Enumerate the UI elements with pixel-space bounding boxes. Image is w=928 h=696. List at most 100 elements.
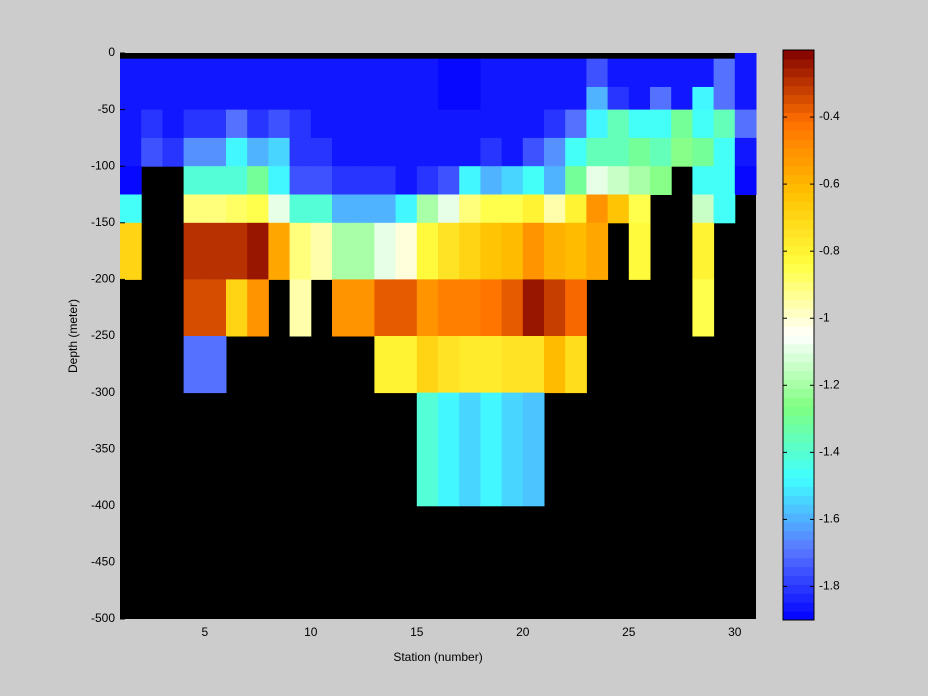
heat-cell xyxy=(162,86,185,111)
colorbar-swatch xyxy=(783,530,814,541)
heat-cell xyxy=(353,279,375,337)
heat-cell xyxy=(522,58,545,88)
heat-cell xyxy=(204,58,227,88)
heat-cell xyxy=(416,279,439,337)
heat-cell xyxy=(671,137,693,167)
heat-cell xyxy=(332,137,354,167)
heat-cell xyxy=(353,86,375,111)
colorbar-swatch xyxy=(783,557,814,568)
heat-cell xyxy=(480,58,503,88)
heat-cell xyxy=(607,58,630,88)
heat-cell xyxy=(650,166,672,195)
heat-cell xyxy=(289,222,312,280)
heat-cell xyxy=(734,166,757,195)
heat-cell xyxy=(480,279,503,337)
heat-cell xyxy=(459,279,481,337)
colorbar-swatch xyxy=(783,352,814,363)
heat-cell xyxy=(692,137,715,167)
colorbar-swatch xyxy=(783,281,814,291)
colorbar-swatch xyxy=(783,441,814,452)
heat-cell xyxy=(713,109,736,139)
heat-cell xyxy=(544,194,566,224)
heat-cell xyxy=(395,58,418,88)
heat-cell xyxy=(374,137,397,167)
heat-cell xyxy=(183,109,206,139)
heat-cell xyxy=(586,166,609,195)
heat-cell xyxy=(501,222,524,280)
heat-cell xyxy=(459,336,481,394)
colorbar-swatch xyxy=(783,477,814,487)
y-tick-label: -400 xyxy=(91,498,115,512)
colorbar-swatch xyxy=(783,263,814,274)
heat-cell xyxy=(204,336,227,394)
colorbar-swatch xyxy=(783,397,814,407)
heat-cell xyxy=(544,58,566,88)
heat-cell xyxy=(501,58,524,88)
heat-cell xyxy=(628,58,651,88)
heat-cell xyxy=(544,166,566,195)
y-tick-label: -250 xyxy=(91,328,115,342)
y-tick-label: -350 xyxy=(91,441,115,455)
heat-cell xyxy=(416,194,439,224)
y-tick-label: -100 xyxy=(91,158,115,172)
colorbar-swatch xyxy=(783,406,814,416)
heat-cell xyxy=(310,86,333,111)
heat-cell xyxy=(226,222,248,280)
heat-cell xyxy=(734,86,757,111)
heat-cell xyxy=(310,222,333,280)
heat-cell xyxy=(204,137,227,167)
heat-cell xyxy=(374,109,397,139)
heat-cell xyxy=(650,109,672,139)
colorbar-swatch xyxy=(783,112,814,122)
colorbar-swatch xyxy=(783,50,814,60)
x-axis-label: Station (number) xyxy=(393,650,482,664)
colorbar-tick-label: -0.4 xyxy=(819,109,840,123)
heat-cell xyxy=(522,109,545,139)
heat-cell xyxy=(692,86,715,111)
heat-cell xyxy=(586,194,609,224)
heat-cell xyxy=(374,86,397,111)
colorbar-frame xyxy=(782,49,815,621)
x-tick-label: 15 xyxy=(410,625,424,639)
heat-cell xyxy=(501,86,524,111)
colorbar-tick-label: -1.8 xyxy=(819,579,840,593)
heat-cell xyxy=(268,222,291,280)
heat-cell xyxy=(268,86,291,111)
colorbar-swatch xyxy=(783,522,814,532)
heat-cell xyxy=(692,279,715,337)
heat-cell xyxy=(395,109,418,139)
heat-cell xyxy=(120,222,142,280)
colorbar-swatch xyxy=(783,513,814,523)
heat-cell xyxy=(183,86,206,111)
heat-cell xyxy=(247,279,269,337)
heat-cell xyxy=(332,222,354,280)
colorbar-swatch xyxy=(783,308,814,318)
colorbar-swatch xyxy=(783,228,814,238)
heat-cell xyxy=(522,336,545,394)
heat-cell xyxy=(671,86,693,111)
heat-cell xyxy=(544,222,566,280)
colorbar-swatch xyxy=(783,237,814,247)
heat-cell xyxy=(141,137,163,167)
heat-cell xyxy=(204,222,227,280)
heat-cell xyxy=(628,137,651,167)
heat-cell xyxy=(692,109,715,139)
heat-cell xyxy=(480,194,503,224)
heat-cell xyxy=(438,392,460,507)
heat-cell xyxy=(183,279,206,337)
heat-cell xyxy=(120,194,142,224)
heat-cell xyxy=(544,336,566,394)
heat-cell xyxy=(480,222,503,280)
heat-cell xyxy=(501,166,524,195)
heat-cell xyxy=(628,109,651,139)
colorbar-swatch xyxy=(783,388,814,398)
y-tick-label: -200 xyxy=(91,272,115,286)
heat-cell xyxy=(416,222,439,280)
colorbar-swatch xyxy=(783,566,814,576)
heat-cell xyxy=(501,279,524,337)
heat-cell xyxy=(141,86,163,111)
heat-cell xyxy=(734,53,757,60)
heat-cell xyxy=(565,137,587,167)
heat-cell xyxy=(607,194,630,224)
heat-cell xyxy=(247,222,269,280)
